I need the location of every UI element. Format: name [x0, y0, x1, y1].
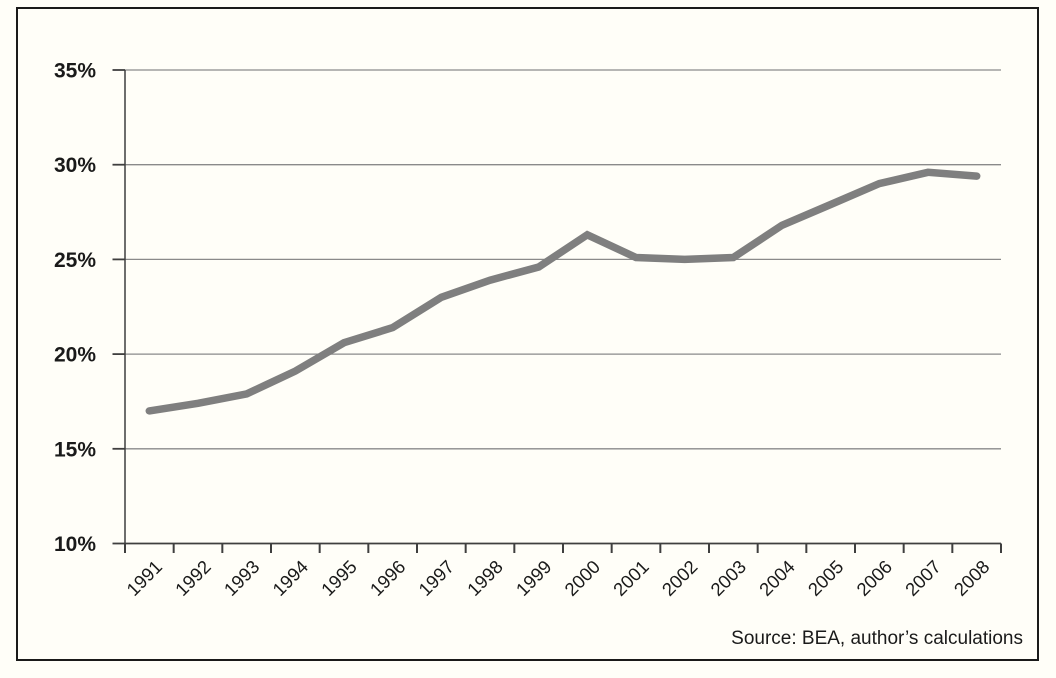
x-axis-label: 2004 — [755, 556, 799, 600]
x-axis-label: 2005 — [804, 556, 848, 600]
x-axis-label: 1991 — [122, 556, 166, 600]
x-axis-label: 2001 — [609, 556, 653, 600]
y-axis-label: 30% — [54, 154, 96, 177]
x-axis-label: 2006 — [852, 556, 896, 600]
y-axis-label: 25% — [54, 249, 96, 272]
x-axis-label: 1993 — [220, 556, 264, 600]
x-axis-label: 2002 — [658, 556, 702, 600]
frame-border — [16, 7, 1039, 661]
series-line — [145, 168, 981, 415]
x-axis-label: 1995 — [317, 556, 361, 600]
x-axis-label: 1998 — [463, 556, 507, 600]
y-axis-label: 35% — [54, 60, 96, 83]
x-axis-label: 1996 — [366, 556, 410, 600]
x-axis-label: 1997 — [414, 556, 458, 600]
x-axis-label: 2000 — [560, 556, 604, 600]
y-axis-label: 15% — [54, 438, 96, 461]
x-axis-label: 1994 — [268, 556, 312, 600]
x-axis-label: 1999 — [512, 556, 556, 600]
x-axis-label: 2003 — [706, 556, 750, 600]
x-axis-label: 2008 — [950, 556, 994, 600]
x-axis-label: 2007 — [901, 556, 945, 600]
y-axis-label: 20% — [54, 344, 96, 367]
y-axis-label: 10% — [54, 533, 96, 556]
source-note: Source: BEA, author’s calculations — [731, 628, 1023, 649]
x-axis-label: 1992 — [171, 556, 215, 600]
